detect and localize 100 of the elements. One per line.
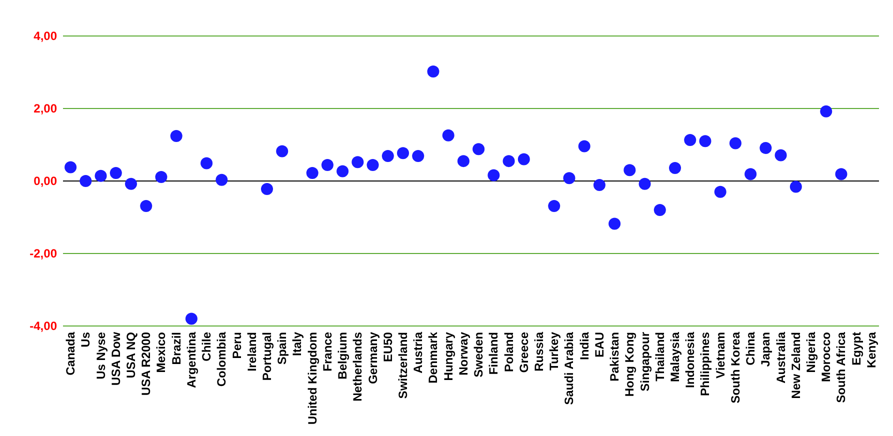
point	[593, 178, 606, 191]
point	[488, 169, 500, 182]
point	[110, 167, 122, 180]
x-tick-label: Brazil	[169, 332, 184, 365]
point	[578, 140, 590, 152]
x-tick-label: South Korea	[728, 332, 742, 404]
x-tick-label: Saudi Arabia	[562, 332, 576, 405]
x-tick-label: Portugal	[260, 332, 274, 381]
x-tick-label: Switzerland	[396, 332, 410, 399]
x-tick-label: Sweden	[472, 332, 486, 378]
point	[669, 162, 681, 174]
point	[185, 312, 198, 325]
point	[321, 159, 334, 172]
point	[638, 178, 651, 190]
x-tick-label: Us	[78, 332, 93, 348]
x-tick-label: Australia	[774, 332, 788, 384]
x-tick-label: France	[320, 332, 334, 372]
x-tick-label: Colombia	[214, 332, 229, 387]
x-tick-label: Austria	[411, 332, 426, 374]
x-tick-label: Belgium	[336, 332, 350, 380]
point	[563, 172, 576, 184]
x-tick-label: USA Dow	[108, 331, 123, 386]
point	[170, 130, 182, 142]
x-tick-label: Kenya	[864, 332, 878, 368]
point	[366, 159, 379, 172]
x-tick-label: Peru	[230, 332, 244, 359]
x-tick-label: Japan	[758, 332, 773, 367]
point	[624, 164, 636, 176]
x-tick-label: Germany	[366, 332, 380, 384]
x-tick-label: Russia	[532, 332, 546, 372]
y-tick-label: 2,00	[34, 102, 58, 116]
point	[729, 137, 742, 150]
point	[80, 175, 92, 187]
point	[94, 170, 107, 182]
x-tick-label: Egypt	[849, 332, 864, 366]
point	[125, 178, 137, 190]
y-tick-label: -4,00	[30, 319, 58, 334]
x-tick-label: India	[577, 332, 592, 360]
point	[336, 165, 349, 178]
x-tick-label: China	[744, 332, 758, 366]
point	[412, 150, 424, 162]
point	[352, 156, 364, 168]
point	[457, 155, 470, 168]
x-tick-label: Nigeria	[804, 332, 818, 373]
point	[200, 157, 213, 170]
y-tick-label: 0,00	[34, 174, 58, 188]
point	[155, 171, 168, 184]
point	[654, 204, 666, 216]
x-tick-label: Us Nyse	[94, 332, 108, 380]
point	[714, 186, 726, 198]
point	[140, 200, 152, 212]
x-tick-label: Turkey	[547, 332, 562, 370]
point	[276, 145, 288, 158]
point	[548, 200, 560, 212]
x-tick-label: Argentina	[184, 332, 198, 388]
point	[760, 142, 772, 154]
x-tick-label: New Zeland	[788, 332, 803, 399]
point	[502, 155, 515, 168]
point	[518, 153, 530, 166]
point	[397, 147, 409, 160]
x-tick-label: Chile	[200, 332, 214, 362]
x-tick-label: Malaysia	[668, 332, 682, 382]
point	[261, 182, 273, 195]
point	[684, 134, 696, 146]
x-tick-label: Spain	[275, 332, 290, 365]
point	[744, 168, 757, 180]
x-tick-label: Singapour	[638, 332, 652, 392]
x-tick-label: Finland	[486, 332, 501, 375]
x-tick-label: Indonesia	[683, 332, 698, 388]
point	[608, 218, 621, 230]
x-tick-label: Italy	[290, 332, 304, 356]
point	[64, 161, 77, 174]
point	[790, 180, 802, 193]
x-tick-label: Norway	[456, 332, 470, 376]
point	[774, 149, 787, 162]
point	[472, 143, 485, 156]
x-tick-label: USA NQ	[124, 332, 138, 378]
x-tick-label: Pakistan	[608, 332, 622, 382]
x-tick-label: Hong Kong	[622, 332, 637, 397]
x-tick-label: Morocco	[819, 332, 834, 382]
point	[835, 168, 848, 180]
point	[427, 66, 440, 78]
point	[306, 167, 318, 180]
x-tick-label: Philippines	[698, 332, 712, 396]
x-tick-label: Hungary	[441, 332, 456, 381]
x-tick-label: Thailand	[652, 332, 667, 382]
point	[442, 129, 454, 142]
x-tick-label: Netherlands	[350, 332, 365, 402]
point	[699, 135, 712, 148]
y-tick-label: -2,00	[30, 246, 58, 261]
x-tick-label: Mexico	[154, 332, 168, 373]
x-tick-label: Denmark	[426, 332, 440, 384]
x-tick-label: USA R2000	[139, 332, 154, 396]
point	[216, 174, 228, 186]
x-tick-label: Canada	[64, 332, 78, 376]
x-tick-label: EU50	[380, 332, 395, 362]
x-tick-label: United Kingdom	[305, 332, 320, 425]
point	[820, 105, 832, 118]
x-tick-label: South Africa	[834, 332, 848, 403]
x-tick-label: Ireland	[244, 332, 259, 372]
